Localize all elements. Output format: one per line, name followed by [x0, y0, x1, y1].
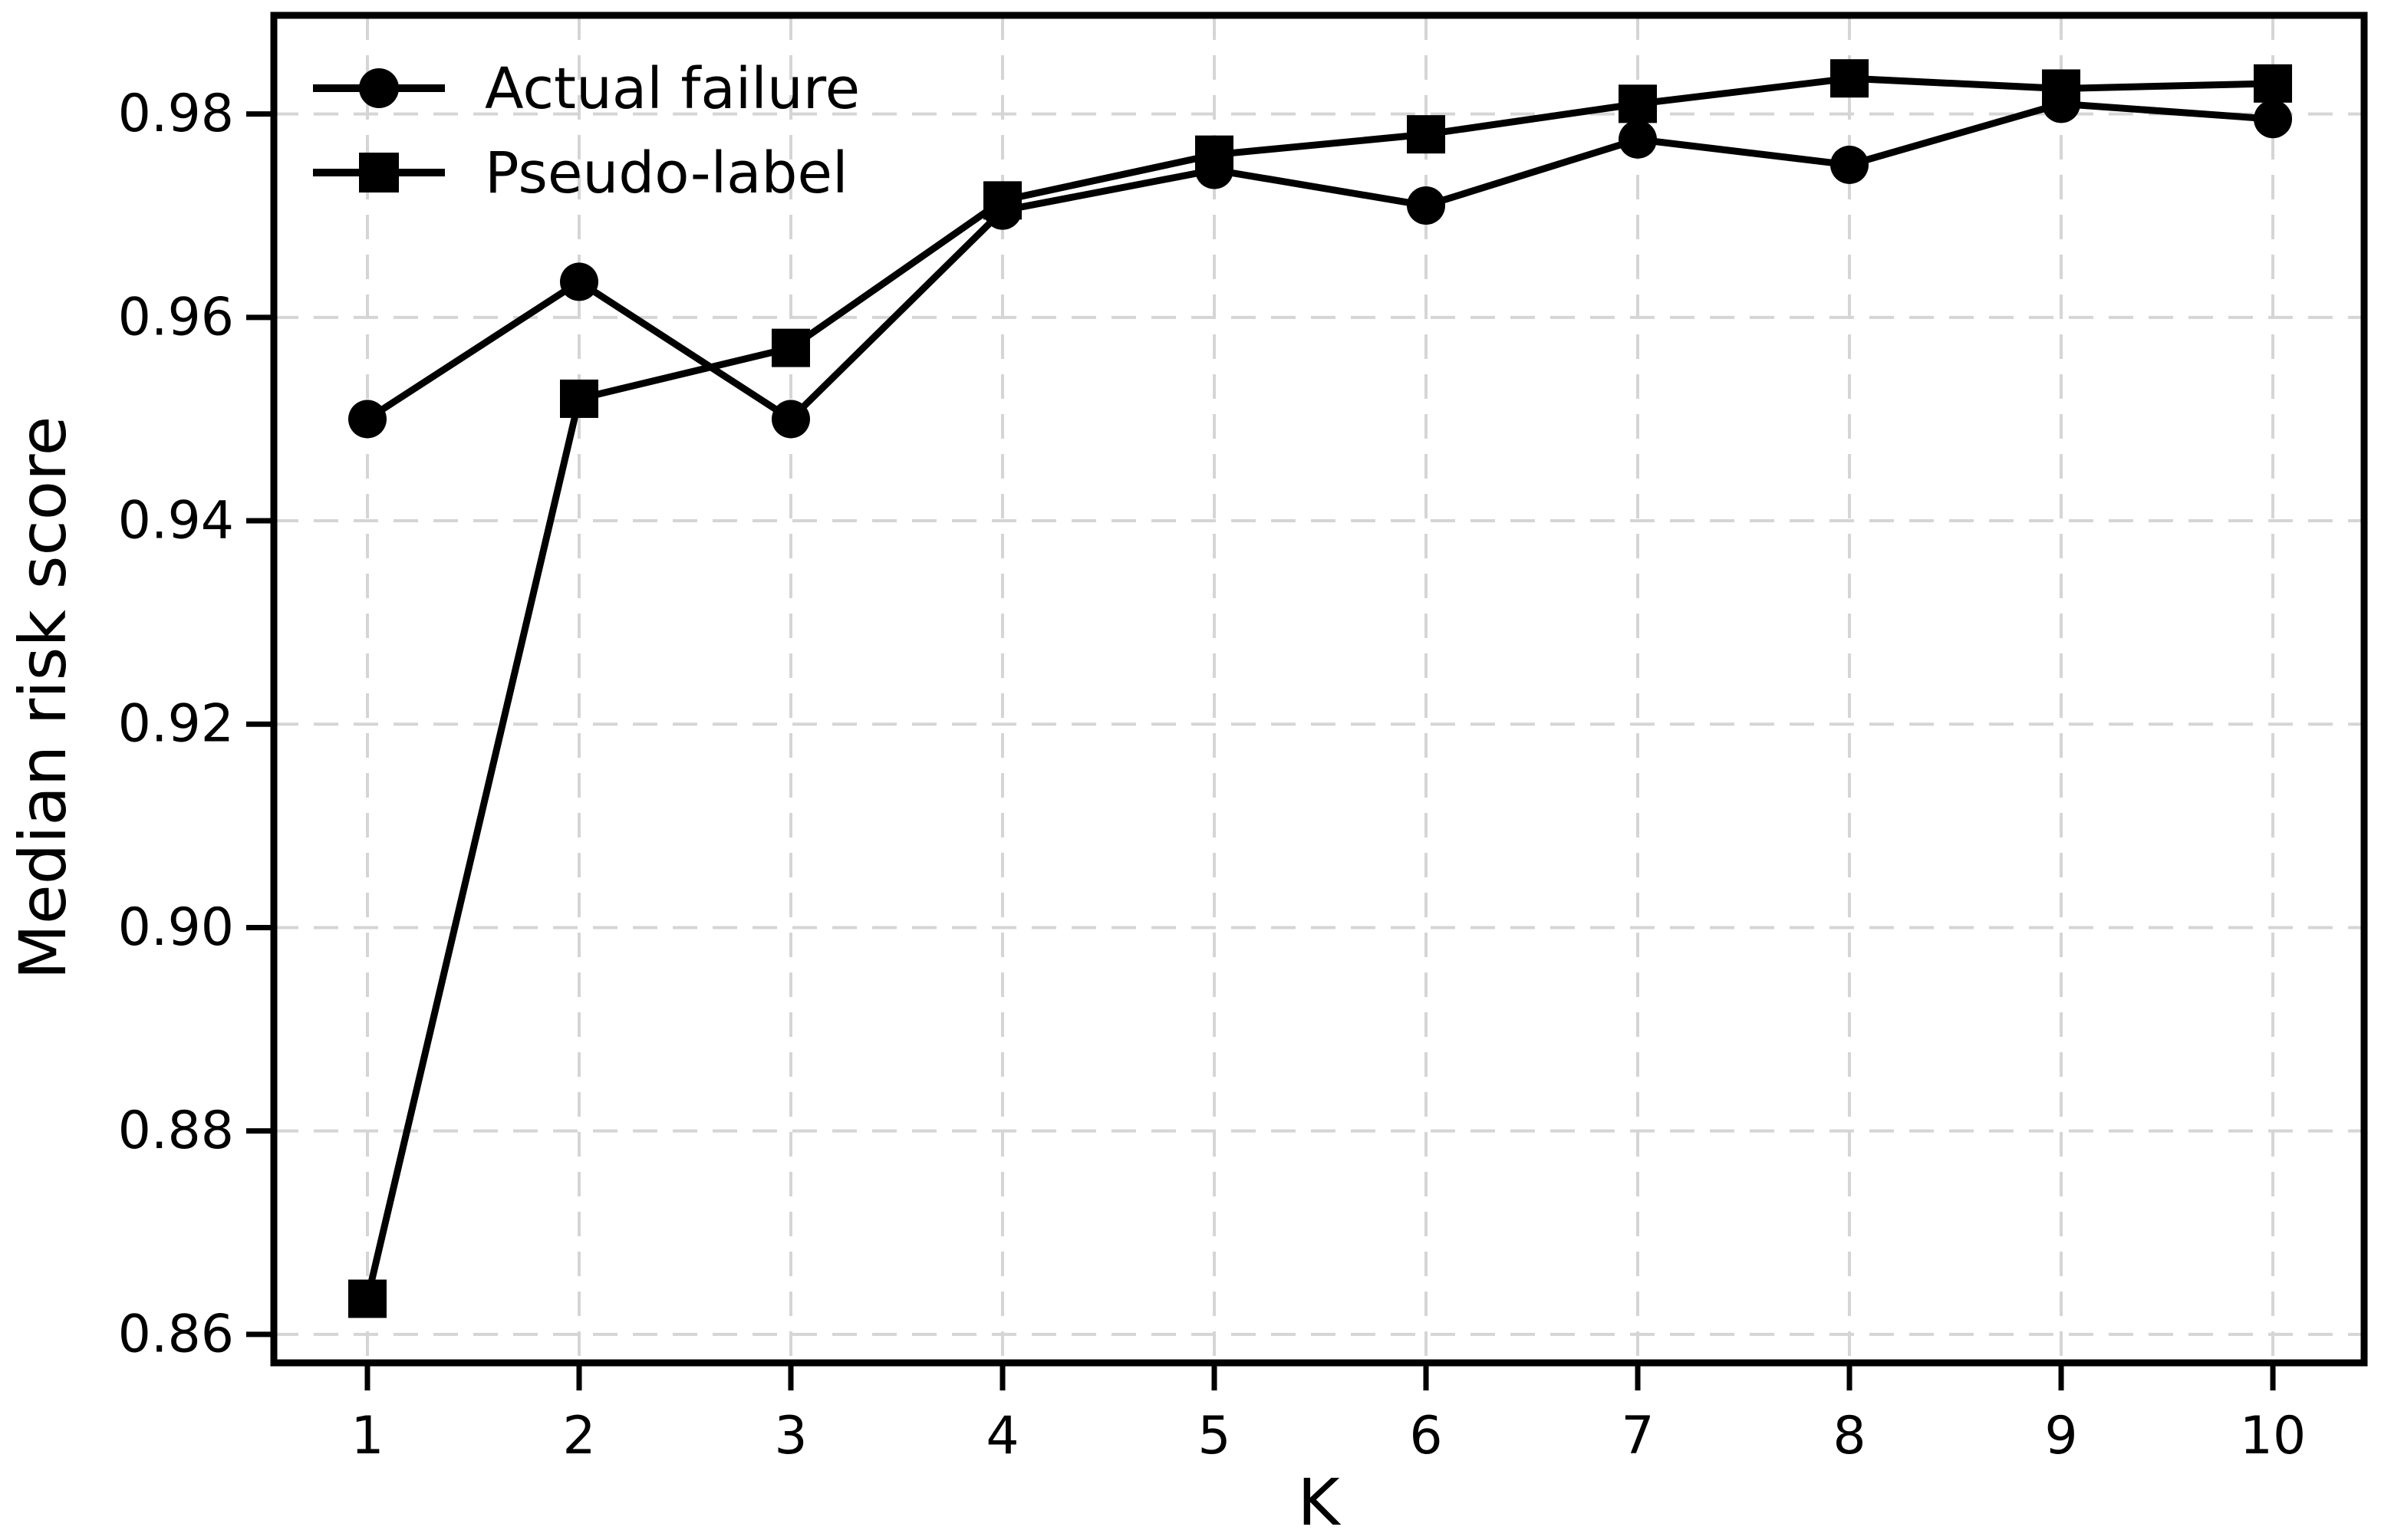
legend-square-marker-icon	[359, 153, 399, 192]
data-point-circle-marker	[772, 400, 811, 439]
series-line-actual-failure	[365, 100, 2274, 424]
data-point-square-marker	[983, 181, 1023, 220]
axis-ticks	[246, 111, 2276, 1390]
x-tick-label: 3	[774, 1406, 807, 1466]
y-tick-label: 0.88	[118, 1101, 234, 1161]
x-tick-label: 1	[351, 1406, 384, 1466]
x-tick-label: 5	[1197, 1406, 1230, 1466]
axis-tick-labels: 0.86 0.88 0.90 0.92 0.94 0.96 0.98 1 2 3 4 5 6 7 8 9 10	[118, 84, 2307, 1466]
legend-label-pseudo-label: Pseudo-label	[485, 140, 848, 206]
data-point-square-marker	[1407, 115, 1446, 154]
x-tick-label: 6	[1409, 1406, 1442, 1466]
data-point-circle-marker	[1619, 120, 1658, 159]
y-tick-label: 0.96	[118, 287, 234, 347]
data-point-square-marker	[772, 328, 811, 367]
y-axis-label: Median risk score	[5, 416, 81, 980]
gridlines	[274, 15, 2364, 1363]
y-tick-label: 0.90	[118, 897, 234, 958]
x-axis-label: K	[1297, 1465, 1341, 1540]
legend-label-actual-failure: Actual failure	[485, 56, 860, 122]
series-line-pseudo-label	[364, 74, 2274, 1300]
data-point-circle-marker	[347, 400, 387, 439]
y-tick-label: 0.98	[118, 84, 234, 144]
data-point-square-marker	[347, 1279, 387, 1318]
x-tick-label: 2	[562, 1406, 595, 1466]
data-point-square-marker	[1619, 84, 1658, 123]
x-tick-label: 4	[986, 1406, 1019, 1466]
x-tick-label: 8	[1833, 1406, 1866, 1466]
data-point-square-marker	[1830, 59, 1869, 98]
data-point-circle-marker	[1830, 145, 1869, 184]
y-tick-label: 0.92	[118, 694, 234, 755]
y-tick-label: 0.94	[118, 491, 234, 551]
legend-circle-marker-icon	[359, 68, 399, 108]
x-tick-label: 10	[2240, 1406, 2307, 1466]
legend: Actual failure Pseudo-label	[313, 56, 860, 206]
data-point-square-marker	[1195, 135, 1234, 174]
data-point-circle-marker	[2254, 100, 2293, 139]
x-tick-label: 9	[2044, 1406, 2077, 1466]
data-point-square-marker	[2254, 64, 2293, 103]
data-point-circle-marker	[1407, 186, 1446, 225]
data-point-square-marker	[559, 379, 598, 418]
legend-item-actual-failure: Actual failure	[313, 56, 860, 122]
data-point-square-marker	[2042, 69, 2081, 108]
data-point-circle-marker	[559, 262, 598, 301]
x-tick-label: 7	[1621, 1406, 1654, 1466]
legend-item-pseudo-label: Pseudo-label	[313, 140, 848, 206]
plot-border	[270, 12, 2368, 1367]
y-tick-label: 0.86	[118, 1304, 234, 1364]
data-series	[347, 59, 2293, 1318]
